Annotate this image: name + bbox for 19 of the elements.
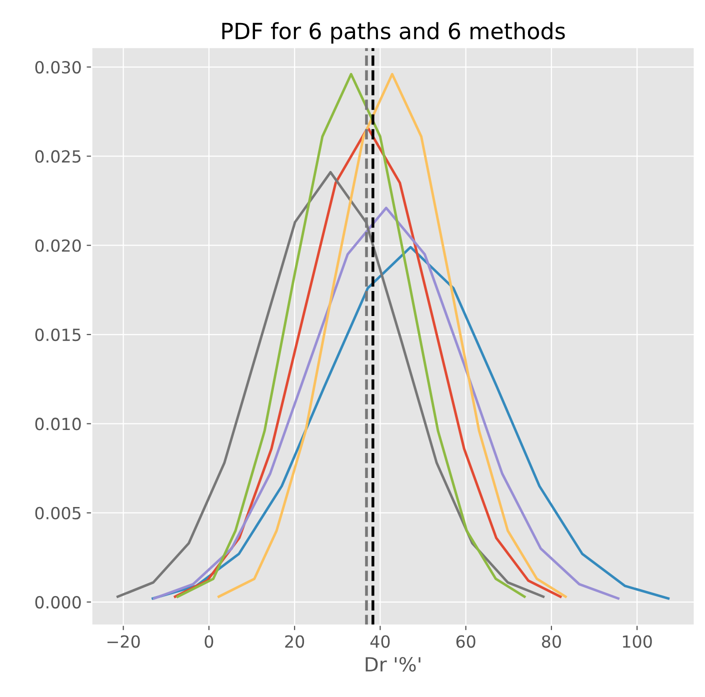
x-axis-title: Dr '%' (366, 656, 420, 672)
y-tick-label: 0.000 (35, 596, 81, 609)
y-tick-label: 0.005 (35, 506, 80, 520)
x-tick-label: 80 (542, 635, 561, 648)
x-tick-label: 60 (456, 635, 476, 648)
line-series (218, 72, 567, 598)
line-series (176, 72, 526, 598)
y-tick-label: 0.030 (35, 60, 81, 74)
x-tick-label: 100 (622, 635, 652, 648)
y-tick-label: 0.010 (35, 418, 81, 430)
y-tick-label: 0.015 (35, 328, 80, 342)
y-tick-label: 0.020 (35, 239, 81, 252)
x-tick-label: 20 (285, 635, 304, 648)
line-series (152, 206, 620, 600)
x-tick-label: 40 (370, 635, 390, 648)
y-tick-label: 0.025 (35, 150, 80, 163)
x-tick-label: −20 (108, 635, 140, 648)
chart-title: PDF for 6 paths and 6 methods (222, 22, 565, 44)
x-tick-label: 0 (204, 635, 214, 648)
